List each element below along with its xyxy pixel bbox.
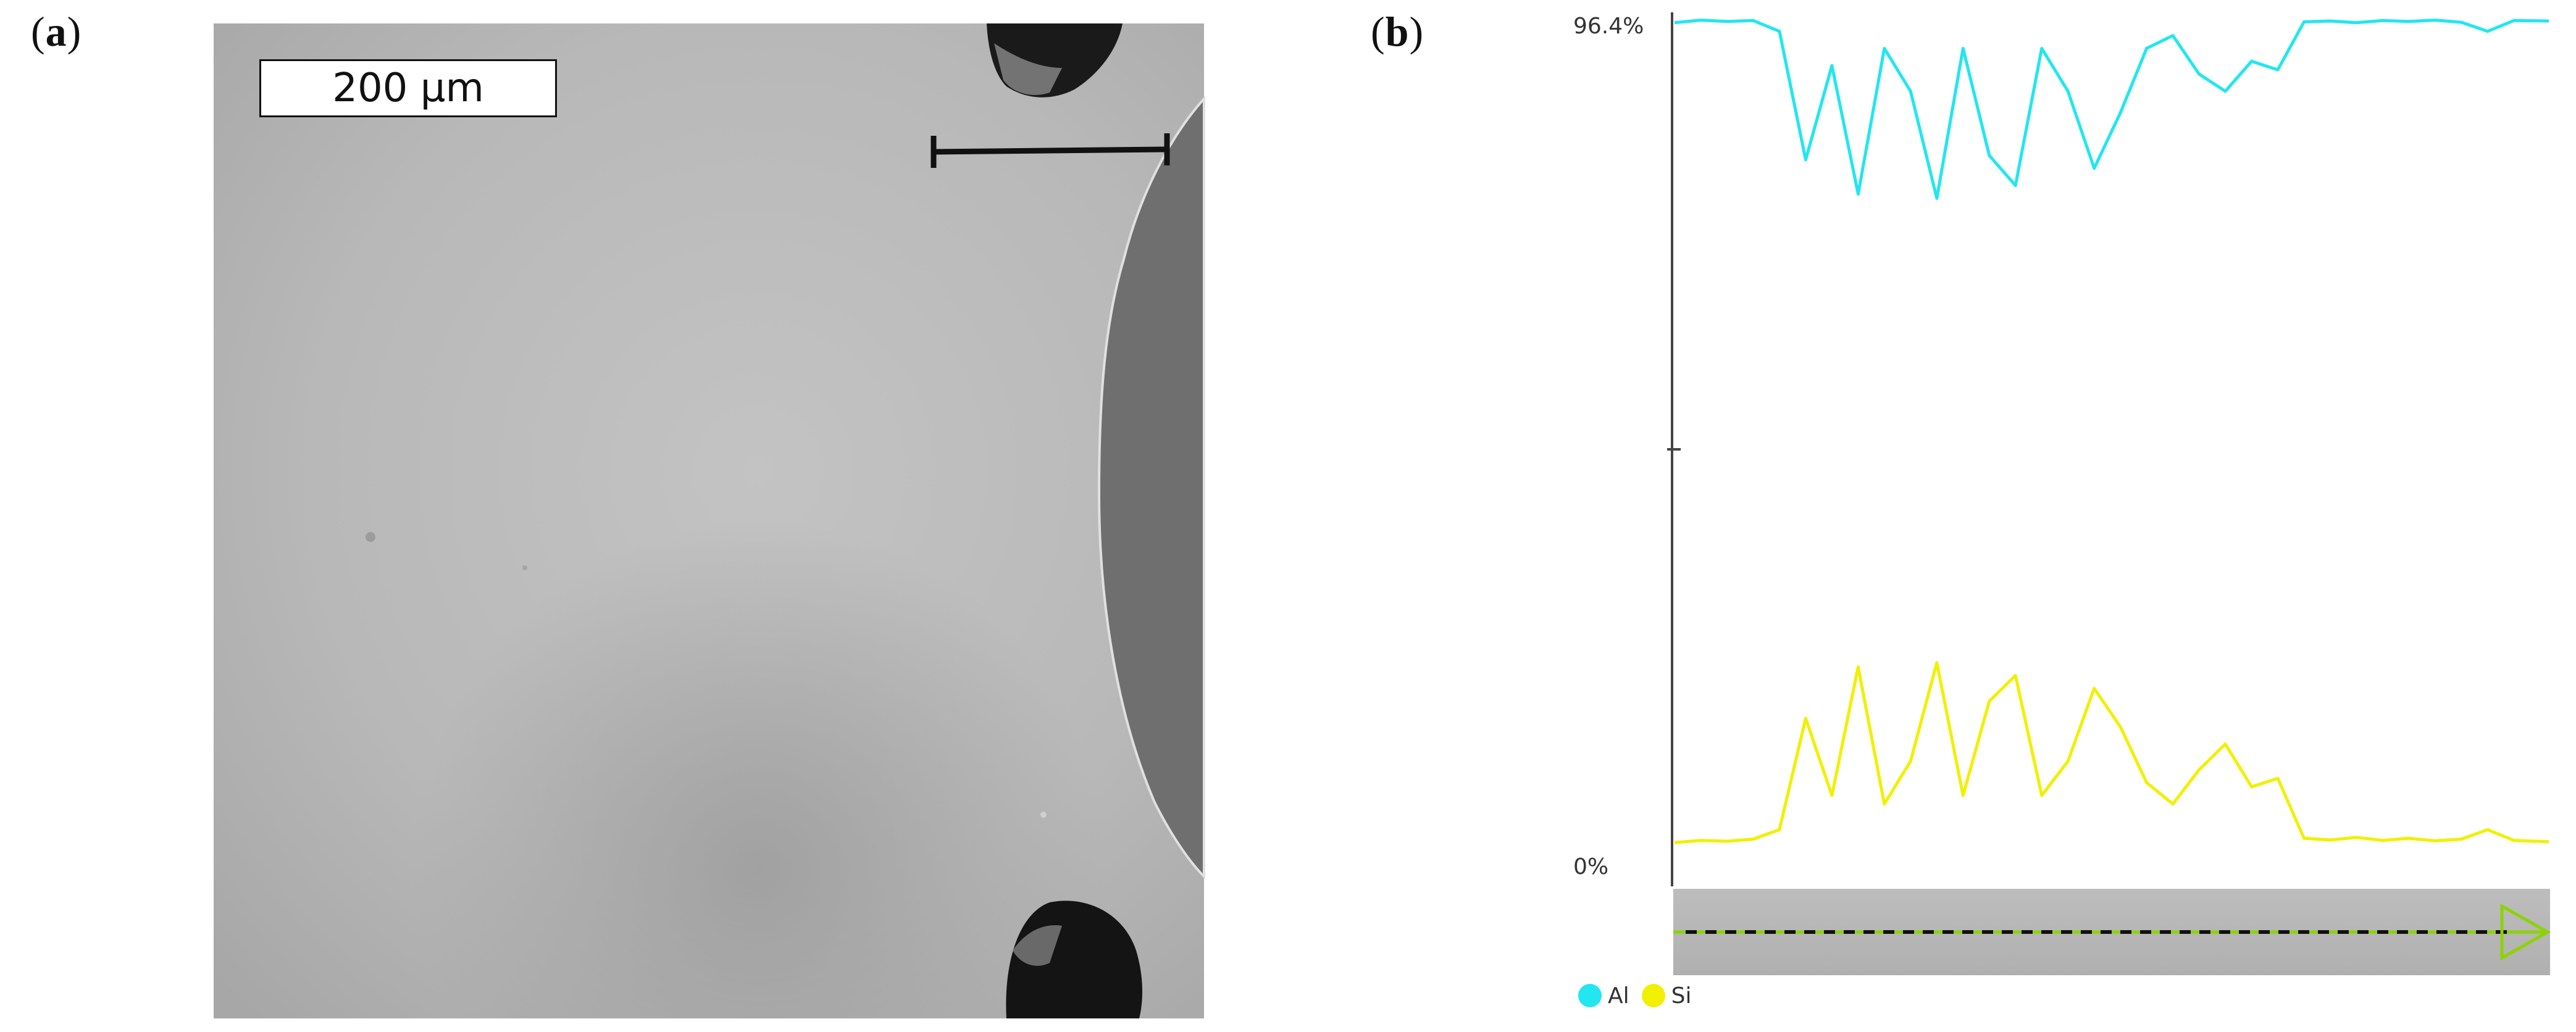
scan-direction-arrow-icon — [2500, 903, 2551, 961]
micrograph-shading — [214, 23, 1204, 1018]
y-tick-label-max: 96.4% — [1573, 14, 1644, 39]
micrograph — [214, 23, 1205, 1018]
series-layer — [1674, 19, 2549, 844]
micrograph-speck — [522, 565, 527, 570]
micrograph-void-top-debris — [994, 43, 1062, 95]
legend-swatch-al — [1578, 984, 1602, 1007]
micrograph-dark-phase-right — [1097, 95, 1205, 880]
scan-strip — [1673, 889, 2551, 975]
legend-swatch-si — [1641, 984, 1665, 1007]
legend-item-si: Si — [1641, 983, 1692, 1009]
legend-item-al: Al — [1578, 983, 1629, 1009]
y-tick-label-min: 0% — [1573, 854, 1609, 880]
series-line-si — [1674, 661, 2549, 844]
series-line-al — [1674, 19, 2549, 200]
micrograph-void-bottom-debris — [1013, 925, 1062, 966]
panel-label-a: (a) — [31, 8, 82, 55]
line-scan-marker — [933, 146, 1168, 155]
legend-label-si: Si — [1671, 983, 1692, 1009]
scale-bar-label: 200 μm — [259, 59, 557, 117]
panel-label-b-letter: b — [1385, 8, 1410, 55]
legend-label-al: Al — [1608, 983, 1629, 1009]
legend: Al Si — [1578, 980, 1692, 1011]
panel-label-a-letter: a — [45, 8, 67, 55]
micrograph-speck — [1040, 812, 1047, 818]
linescan-chart — [1667, 12, 2549, 886]
micrograph-speck — [366, 532, 375, 542]
panel-label-b: (b) — [1371, 8, 1424, 55]
